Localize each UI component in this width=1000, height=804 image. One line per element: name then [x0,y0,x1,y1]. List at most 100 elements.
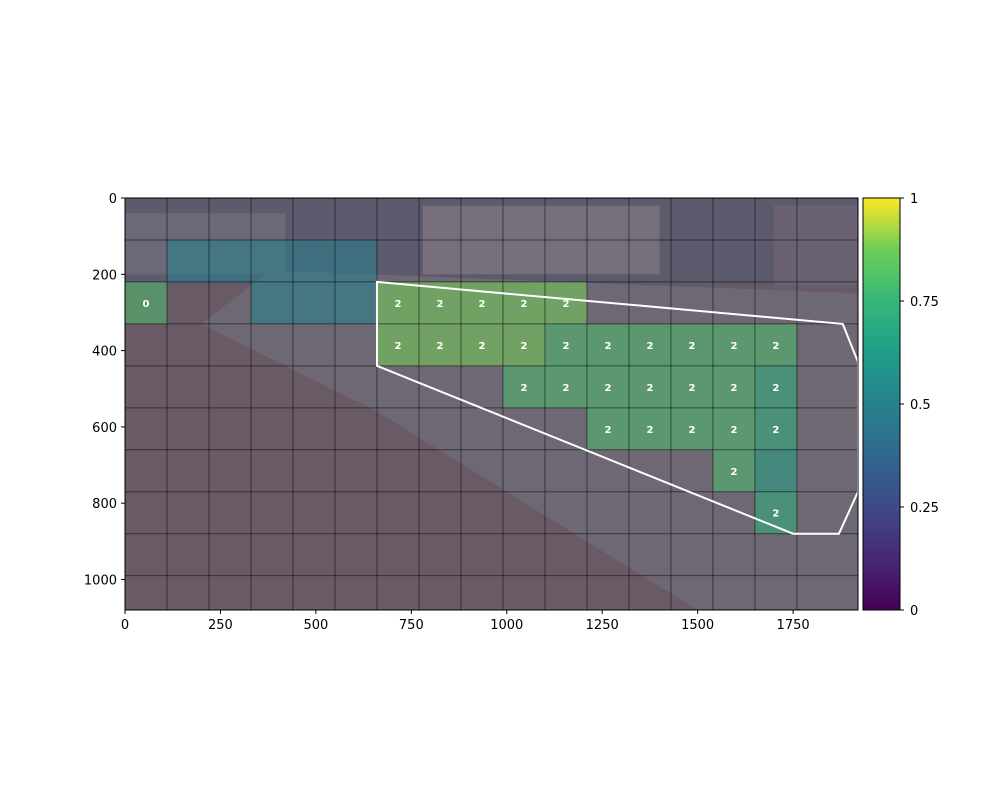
x-tick-label: 1750 [777,618,810,633]
cell-value-label: 2 [772,425,779,436]
heatmap-cell [628,323,671,366]
heatmap-cell [628,407,671,450]
heatmap-cell [586,407,629,450]
y-tick-label: 800 [92,497,117,512]
cell-value-label: 2 [688,383,695,394]
heatmap-cell [250,281,293,324]
heatmap-cells [125,239,797,534]
cell-value-label: 2 [646,341,653,352]
heatmap-cell [670,407,713,450]
colorbar-tick-label: 0 [910,604,918,619]
heatmap-cell [460,281,503,324]
y-tick-label: 1000 [84,573,117,588]
heatmap-cell [544,323,587,366]
x-tick-label: 750 [399,618,424,633]
cell-value-label: 2 [730,467,737,478]
cell-value-label: 2 [646,425,653,436]
cell-value-label: 2 [604,383,611,394]
heatmap-cell [334,281,377,324]
heatmap-cell [418,323,461,366]
heatmap-cell [292,239,335,282]
heatmap-cell [586,323,629,366]
heatmap-cell [586,365,629,408]
heatmap-cell [754,407,797,450]
heatmap-cell [166,239,209,282]
heatmap-cell [250,239,293,282]
cell-value-label: 2 [772,383,779,394]
cell-value-label: 2 [436,299,443,310]
cell-value-label: 2 [478,299,485,310]
cell-value-label: 2 [562,341,569,352]
colorbar-tick-label: 0.5 [910,398,931,413]
heatmap-cell [460,323,503,366]
x-tick-label: 0 [121,618,129,633]
heatmap-cell [712,323,755,366]
colorbar-ticks: 0 0.25 0.5 0.75 1 [900,192,939,619]
cell-value-label: 2 [604,425,611,436]
heatmap-cell [712,407,755,450]
cell-value-label: 2 [562,299,569,310]
y-tick-label: 0 [109,192,117,207]
cell-value-label: 2 [520,299,527,310]
plot-frame [124,197,859,611]
x-axis: 0 250 500 750 1000 1250 1500 1750 [121,610,810,633]
heatmap-cell [502,281,545,324]
cell-value-label: 2 [520,383,527,394]
cell-value-label: 2 [604,341,611,352]
x-tick-label: 1000 [490,618,523,633]
x-tick-label: 1250 [586,618,619,633]
cell-value-label: 2 [394,341,401,352]
x-tick-label: 250 [208,618,233,633]
y-axis: 0 200 400 600 800 1000 [84,192,125,588]
heatmap-cell [544,365,587,408]
y-tick-label: 600 [92,421,117,436]
colorbar-gradient [862,197,901,611]
heatmap-cell [712,449,755,492]
cell-value-label: 0 [143,299,150,310]
cell-value-label: 2 [730,341,737,352]
colorbar-tick-label: 1 [910,192,918,207]
heatmap-cell [376,323,419,366]
x-tick-label: 1500 [681,618,714,633]
y-tick-label: 400 [92,345,117,360]
colorbar: 0 0.25 0.5 0.75 1 [862,192,939,619]
heatmap-cell [628,365,671,408]
heatmap-cell [754,365,797,408]
building-right [774,205,858,286]
colorbar-tick-label: 0.75 [910,295,939,310]
colorbar-tick-label: 0.25 [910,501,939,516]
cell-value-label: 2 [478,341,485,352]
heatmap-cell [754,449,797,492]
x-tick-label: 500 [303,618,328,633]
heatmap-cell [502,365,545,408]
heatmap-cell [754,323,797,366]
heatmap-cell [208,239,251,282]
heatmap-cell [376,281,419,324]
grid-lines [125,198,858,610]
cell-value-label: 2 [436,341,443,352]
region-outline [375,280,858,535]
cell-value-label: 2 [394,299,401,310]
cell-value-label: 2 [772,341,779,352]
cell-value-label: 2 [562,383,569,394]
cell-value-label: 2 [688,425,695,436]
cell-value-label: 2 [772,509,779,520]
cell-value-label: 2 [520,341,527,352]
heatmap-cell [670,365,713,408]
heatmap-cell [712,365,755,408]
heatmap-cell [125,281,167,324]
heatmap-cell [544,281,587,324]
cell-value-label: 2 [730,425,737,436]
region-polygon [375,280,858,535]
heatmap-cell [292,281,335,324]
cell-value-label: 2 [730,383,737,394]
heatmap-cell [670,323,713,366]
cell-labels: 0 2 2 2 2 2 2 2 2 2 2 2 2 2 2 2 2 2 2 2 2 2 2 2 2 2 2 2 2 2 [143,299,780,520]
heatmap-cell [502,323,545,366]
plot-area: 0 2 2 2 2 2 2 2 2 2 2 2 2 2 2 2 2 2 2 2 2 2 2 2 2 2 2 2 2 2 [124,197,859,611]
cell-value-label: 2 [646,383,653,394]
heatmap-cell [334,239,377,282]
y-tick-label: 200 [92,268,117,283]
cell-value-label: 2 [688,341,695,352]
